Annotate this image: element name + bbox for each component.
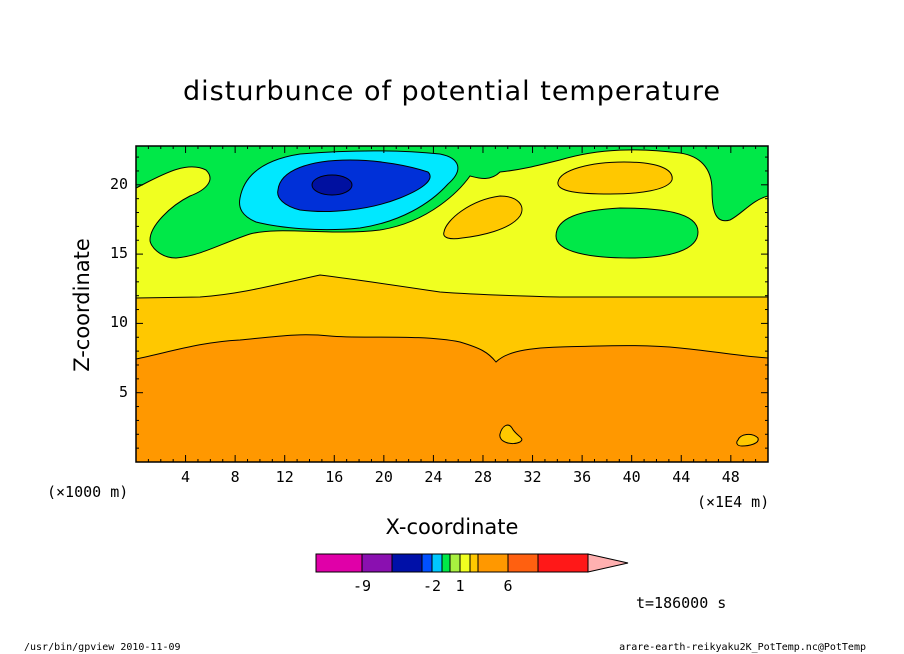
contour-region bbox=[557, 161, 673, 195]
colorbar-swatch bbox=[507, 553, 539, 573]
y-tick-label: 5 bbox=[118, 382, 128, 401]
x-tick-label: 44 bbox=[672, 468, 691, 486]
colorbar-swatch bbox=[477, 553, 509, 573]
y-tick-label: 20 bbox=[109, 174, 128, 193]
x-tick-label: 16 bbox=[325, 468, 344, 486]
colorbar-swatch bbox=[537, 553, 589, 573]
x-axis-unit-right: (×1E4 m) bbox=[697, 493, 770, 511]
plot-frame bbox=[135, 145, 769, 463]
x-tick-label: 32 bbox=[523, 468, 542, 486]
contour-line bbox=[136, 274, 768, 299]
x-tick-label: 28 bbox=[473, 468, 492, 486]
contour-region bbox=[277, 159, 431, 212]
x-tick-label: 24 bbox=[424, 468, 443, 486]
colorbar-swatch bbox=[315, 553, 363, 573]
colorbar-tick-label: 6 bbox=[503, 577, 513, 595]
colorbar-swatch bbox=[449, 553, 461, 573]
x-axis-label: X-coordinate bbox=[385, 515, 519, 539]
contour-region bbox=[499, 424, 523, 445]
contour-region bbox=[311, 174, 353, 196]
colorbar-swatch bbox=[391, 553, 423, 573]
y-tick-label: 10 bbox=[109, 313, 128, 332]
colorbar-tick-label: 1 bbox=[455, 577, 465, 595]
colorbar-tick-label: -2 bbox=[422, 577, 442, 595]
x-tick-label: 4 bbox=[181, 468, 191, 486]
y-tick-label: 15 bbox=[109, 244, 128, 263]
footer-right-text: arare-earth-reikyaku2K_PotTemp.nc@PotTem… bbox=[619, 642, 866, 653]
contour-region bbox=[555, 207, 699, 259]
colorbar-swatch bbox=[421, 553, 433, 573]
x-tick-label: 40 bbox=[622, 468, 641, 486]
footer-left-text: /usr/bin/gpview 2010-11-09 bbox=[24, 642, 181, 653]
contour-fill-group bbox=[136, 146, 768, 462]
colorbar-swatch bbox=[469, 553, 479, 573]
contour-line bbox=[136, 149, 768, 259]
x-tick-label: 48 bbox=[721, 468, 740, 486]
colorbar-swatch bbox=[587, 553, 629, 573]
contour-region bbox=[736, 433, 759, 447]
x-tick-label: 12 bbox=[275, 468, 294, 486]
x-axis-unit-left: (×1000 m) bbox=[47, 483, 129, 501]
time-label: t=186000 s bbox=[636, 594, 727, 612]
colorbar-swatch bbox=[361, 553, 393, 573]
contour-region bbox=[443, 195, 523, 240]
colorbar-tick-label: -9 bbox=[352, 577, 372, 595]
x-tick-label: 36 bbox=[573, 468, 592, 486]
contour-line bbox=[136, 334, 768, 363]
chart-title: disturbunce of potential temperature bbox=[183, 76, 721, 107]
colorbar-swatch bbox=[459, 553, 471, 573]
x-tick-label: 8 bbox=[230, 468, 240, 486]
colorbar-swatch bbox=[431, 553, 443, 573]
colorbar-swatch bbox=[441, 553, 451, 573]
x-tick-label: 20 bbox=[374, 468, 393, 486]
